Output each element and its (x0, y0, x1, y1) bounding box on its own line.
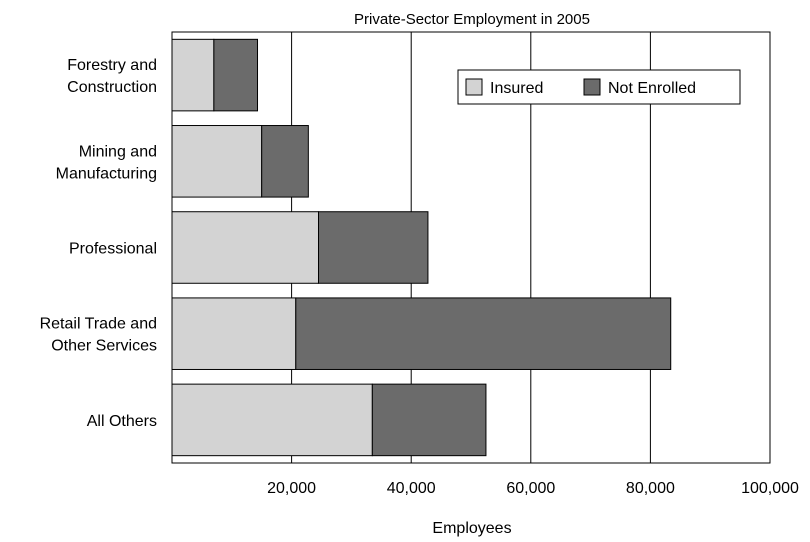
legend-label: Not Enrolled (608, 80, 696, 97)
category-label: All Others (87, 413, 157, 430)
chart-title: Private-Sector Employment in 2005 (354, 11, 590, 28)
category-label: Retail Trade and (40, 316, 157, 333)
x-tick-label: 80,000 (626, 480, 675, 497)
bars (171, 38, 672, 457)
x-tick-labels: 20,000 40,000 60,000 80,000 100,000 (267, 480, 799, 497)
category-label: Construction (67, 79, 157, 96)
category-label: Manufacturing (56, 165, 157, 182)
category-label: Mining and (79, 143, 157, 160)
category-labels: Forestry and Construction Mining and Manufa… (40, 57, 157, 430)
x-tick-label: 40,000 (387, 480, 436, 497)
bar-not-enrolled (318, 211, 429, 284)
x-tick-label: 20,000 (267, 480, 316, 497)
bar-insured (171, 297, 297, 370)
category-label: Other Services (51, 338, 157, 355)
bar-not-enrolled (213, 38, 259, 112)
bar-insured (171, 211, 320, 284)
category-label: Professional (69, 241, 157, 258)
legend-label: Insured (490, 80, 543, 97)
legend: Insured Not Enrolled (457, 69, 741, 105)
x-axis-label: Employees (432, 520, 511, 537)
legend-swatch (583, 78, 601, 96)
bar-not-enrolled (371, 383, 487, 457)
x-tick-label: 60,000 (506, 480, 555, 497)
category-label: Forestry and (67, 57, 157, 74)
legend-swatch (465, 78, 483, 96)
x-tick-label: 100,000 (741, 480, 799, 497)
bar-insured (171, 38, 215, 112)
bar-insured (171, 383, 373, 457)
bar-not-enrolled (261, 125, 309, 198)
bar-not-enrolled (295, 297, 672, 370)
bar-insured (171, 125, 263, 198)
